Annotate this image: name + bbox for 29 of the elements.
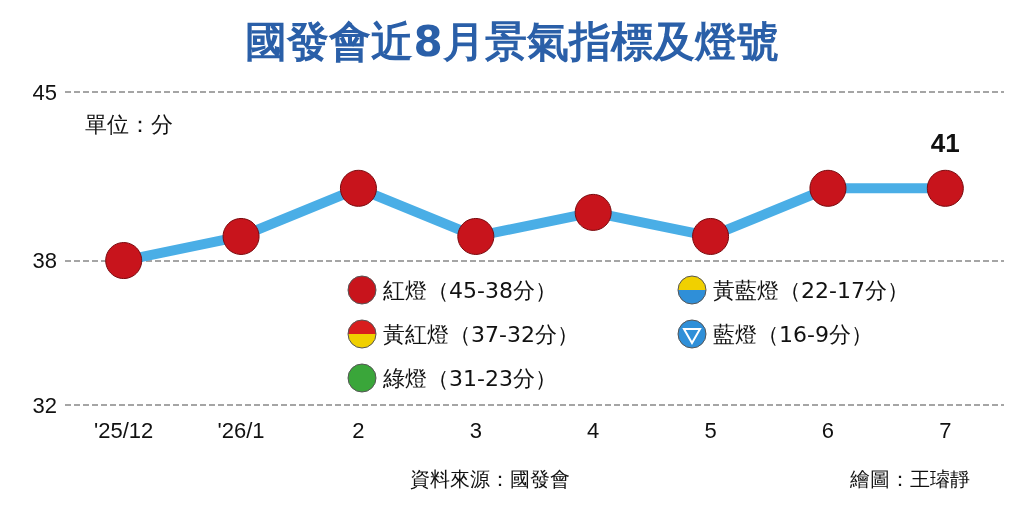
annotation: 藍燈（16-9分）: [713, 321, 873, 349]
x-tick-label: '26/1: [217, 417, 265, 443]
y-tick-label: 32: [32, 392, 57, 418]
source-note: 資料來源：國發會: [410, 466, 570, 493]
point: [457, 217, 495, 255]
x-tick-label: 5: [704, 417, 717, 443]
point: [222, 217, 260, 255]
x-tick-label: '25/12: [94, 417, 154, 443]
annotation: 綠燈（31-23分）: [383, 365, 557, 393]
point: [339, 169, 377, 207]
annotation: 黃紅燈（37-32分）: [383, 321, 579, 349]
y-tick-label: 38: [32, 248, 57, 274]
x-tick-label: 2: [352, 417, 365, 443]
point: [574, 193, 612, 231]
point: [926, 169, 964, 207]
text: 繪圖：王璿靜: [850, 466, 970, 493]
x-tick-label: 4: [587, 417, 600, 443]
annotation: 單位：分: [85, 111, 173, 139]
point: [692, 217, 730, 255]
x-tick-label: 7: [939, 417, 952, 443]
x-tick-label: 3: [469, 417, 482, 443]
x-tick-label: 6: [821, 417, 835, 443]
point: [105, 242, 143, 280]
annotation: 紅燈（45-38分）: [383, 277, 557, 305]
point: [809, 169, 847, 207]
y-tick-label: 45: [32, 79, 57, 105]
data-label: 41: [930, 127, 960, 158]
annotation: 黃藍燈（22-17分）: [713, 277, 909, 305]
chart-title: 國發會近8月景氣指標及燈號: [244, 16, 780, 68]
